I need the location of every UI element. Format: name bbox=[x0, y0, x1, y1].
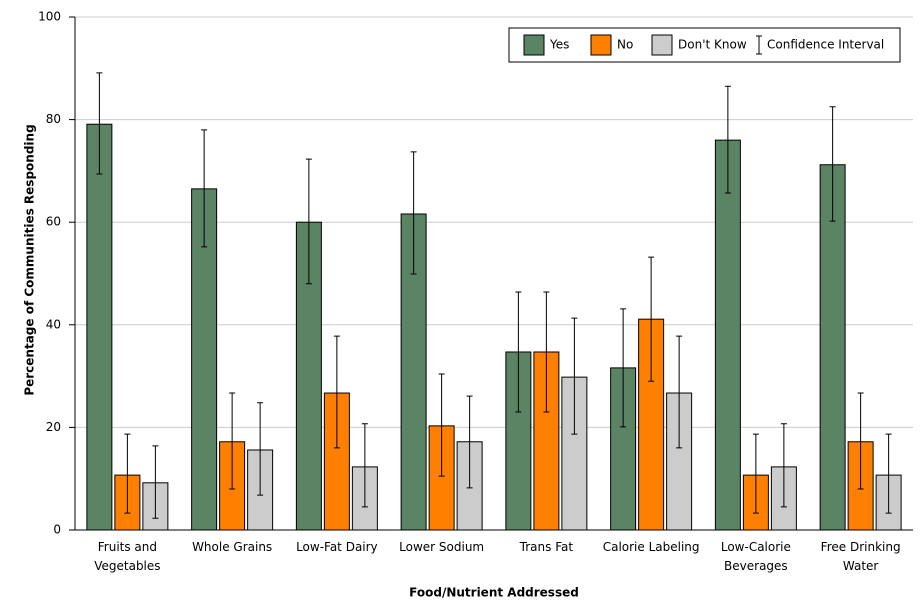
bar bbox=[714, 139, 741, 531]
error-bar bbox=[648, 256, 655, 382]
x-tick-label: Lower Sodium bbox=[399, 540, 485, 554]
legend-ci-icon bbox=[756, 35, 762, 55]
x-tick-label: Trans Fat bbox=[519, 540, 574, 554]
y-tick-label: 100 bbox=[38, 10, 61, 24]
x-tick-label: Fruits and Vegetables bbox=[94, 540, 161, 573]
error-bar bbox=[361, 423, 368, 508]
error-bar bbox=[201, 129, 208, 248]
legend-box bbox=[508, 27, 901, 63]
error-bar bbox=[229, 392, 236, 490]
y-tick-label: 0 bbox=[53, 523, 61, 537]
error-bar bbox=[96, 72, 103, 175]
legend-label: Confidence Interval bbox=[767, 38, 884, 52]
error-bar bbox=[724, 85, 731, 194]
legend-swatch bbox=[590, 34, 612, 56]
error-bar bbox=[438, 373, 445, 477]
error-bar bbox=[857, 392, 864, 490]
error-bar bbox=[305, 158, 312, 285]
y-tick-label: 20 bbox=[46, 420, 61, 434]
error-bar bbox=[515, 291, 522, 413]
error-bar bbox=[620, 308, 627, 428]
bar bbox=[86, 123, 113, 531]
x-tick-label: Free Drinking Water bbox=[820, 540, 901, 573]
error-bar bbox=[333, 335, 340, 449]
y-tick-label: 40 bbox=[46, 317, 61, 331]
legend-label: Don't Know bbox=[678, 38, 747, 52]
x-axis-label: Food/Nutrient Addressed bbox=[409, 586, 579, 600]
error-bar bbox=[257, 402, 264, 496]
error-bar bbox=[410, 151, 417, 275]
y-tick-label: 80 bbox=[46, 112, 61, 126]
error-bar bbox=[829, 106, 836, 222]
error-bar bbox=[780, 423, 787, 508]
error-bar bbox=[124, 433, 131, 514]
error-bar bbox=[571, 317, 578, 435]
legend-swatch bbox=[523, 34, 545, 56]
legend-swatch bbox=[651, 34, 673, 56]
x-tick-label: Low-Fat Dairy bbox=[296, 540, 378, 554]
y-tick-label: 60 bbox=[46, 215, 61, 229]
error-bar bbox=[152, 445, 159, 519]
error-bar bbox=[466, 395, 473, 489]
x-tick-label: Whole Grains bbox=[192, 540, 273, 554]
x-tick-label: Low-Calorie Beverages bbox=[720, 540, 791, 573]
error-bar bbox=[752, 433, 759, 514]
x-tick-label: Calorie Labeling bbox=[602, 540, 700, 554]
legend-label: Yes bbox=[549, 38, 569, 52]
legend-label: No bbox=[617, 38, 633, 52]
error-bar bbox=[676, 335, 683, 449]
error-bar bbox=[885, 433, 892, 514]
y-axis-label: Percentage of Communities Responding bbox=[23, 124, 37, 395]
error-bar bbox=[543, 291, 550, 413]
